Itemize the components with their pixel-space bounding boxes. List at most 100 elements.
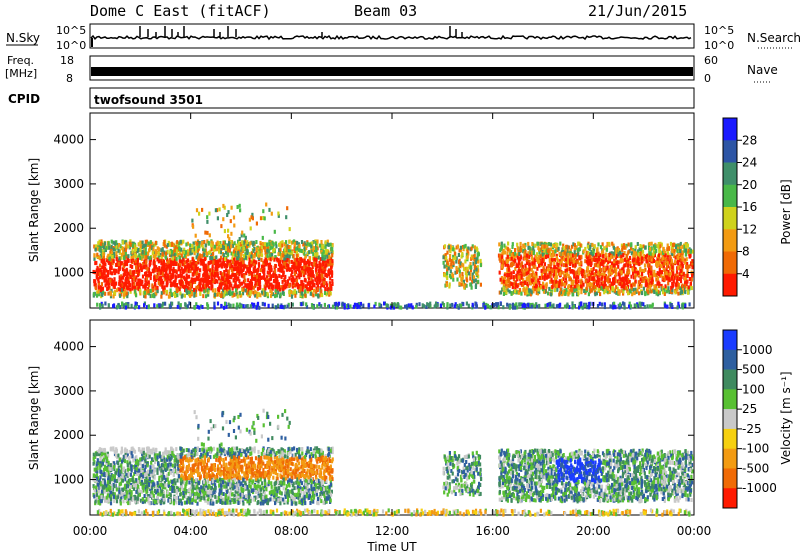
- echo-cell: [553, 282, 556, 287]
- echo-cell: [613, 263, 616, 268]
- echo-cell: [666, 251, 670, 256]
- echo-cell: [184, 250, 188, 255]
- echo-cell: [550, 261, 553, 266]
- echo-cell: [167, 240, 170, 245]
- echo-cell: [213, 301, 216, 306]
- echo-cell: [619, 278, 622, 283]
- echo-cell: [582, 282, 585, 287]
- echo-cell: [669, 303, 672, 308]
- echo-cell: [658, 260, 661, 265]
- echo-cell: [265, 291, 268, 296]
- echo-cell: [107, 284, 110, 289]
- echo-cell: [513, 256, 516, 261]
- echo-cell: [502, 292, 505, 296]
- echo-cell: [250, 285, 253, 290]
- echo-cell: [648, 241, 651, 246]
- echo-cell: [308, 287, 311, 292]
- echo-cell: [142, 265, 145, 270]
- echo-cell: [102, 265, 105, 270]
- echo-cell: [238, 290, 241, 295]
- echo-cell: [294, 265, 297, 270]
- echo-cell: [604, 275, 607, 280]
- echo-cell: [449, 249, 452, 254]
- echo-cell: [640, 252, 643, 257]
- echo-cell: [571, 253, 574, 258]
- echo-cell: [152, 288, 155, 293]
- echo-cell: [677, 261, 680, 266]
- echo-cell: [145, 255, 148, 259]
- echo-cell: [640, 279, 643, 284]
- echo-cell: [149, 261, 152, 265]
- echo-cell: [307, 259, 310, 264]
- echo-cell: [462, 267, 466, 272]
- echo-cell: [685, 282, 688, 287]
- echo-cell: [591, 276, 594, 281]
- echo-cell: [463, 284, 466, 289]
- echo-cell: [231, 265, 234, 270]
- echo-cell: [223, 278, 226, 283]
- echo-cell: [156, 272, 159, 277]
- echo-cell: [279, 247, 282, 252]
- echo-cell: [154, 286, 157, 291]
- echo-cell: [226, 285, 229, 289]
- echo-cell: [547, 291, 550, 296]
- echo-cell: [271, 252, 274, 257]
- echo-cell: [119, 283, 122, 288]
- echo-cell: [580, 260, 583, 265]
- echo-cell: [272, 278, 276, 283]
- echo-cell: [486, 303, 489, 308]
- echo-cell: [192, 277, 195, 282]
- echo-cell: [623, 245, 626, 250]
- echo-cell: [670, 258, 673, 263]
- echo-cell: [239, 253, 242, 258]
- echo-cell: [543, 252, 546, 257]
- echo-cell: [244, 252, 247, 257]
- echo-cell: [260, 257, 263, 262]
- echo-cell: [124, 277, 127, 282]
- echo-cell: [180, 266, 183, 271]
- echo-cell: [542, 265, 545, 270]
- echo-cell: [146, 281, 149, 286]
- echo-cell: [296, 250, 299, 255]
- echo-cell: [530, 253, 533, 257]
- echo-cell: [316, 246, 319, 251]
- echo-cell: [124, 251, 127, 256]
- echo-cell: [549, 279, 552, 284]
- echo-cell: [655, 261, 658, 266]
- echo-cell: [315, 281, 318, 286]
- echo-cell: [282, 284, 285, 289]
- echo-cell: [670, 246, 673, 251]
- echo-cell: [615, 260, 619, 265]
- echo-cell: [433, 304, 436, 309]
- echo-cell: [258, 282, 261, 287]
- echo-cell: [458, 303, 461, 308]
- echo-cell: [199, 287, 202, 291]
- echo-cell: [123, 256, 126, 261]
- echo-cell: [163, 261, 166, 266]
- echo-cell: [272, 274, 275, 278]
- echo-cell: [510, 256, 513, 261]
- echo-cell: [275, 274, 278, 279]
- echo-cell: [308, 267, 311, 272]
- echo-cell: [269, 276, 272, 281]
- echo-cell: [678, 272, 681, 277]
- echo-cell: [448, 273, 452, 278]
- echo-cell: [279, 292, 282, 297]
- echo-cell: [586, 282, 589, 287]
- echo-cell: [203, 284, 207, 289]
- echo-cell: [689, 253, 692, 258]
- echo-cell: [563, 289, 567, 294]
- echo-cell: [664, 250, 667, 255]
- echo-cell: [507, 241, 510, 246]
- echo-cell: [569, 287, 573, 292]
- echo-cell: [608, 241, 611, 246]
- echo-cell: [507, 277, 510, 282]
- echo-cell: [328, 270, 331, 275]
- echo-cell: [565, 271, 568, 276]
- echo-cell: [681, 250, 684, 255]
- echo-cell: [130, 256, 133, 261]
- echo-cell: [452, 254, 455, 259]
- echo-cell: [662, 268, 665, 272]
- echo-cell: [636, 259, 639, 264]
- echo-cell: [450, 259, 453, 264]
